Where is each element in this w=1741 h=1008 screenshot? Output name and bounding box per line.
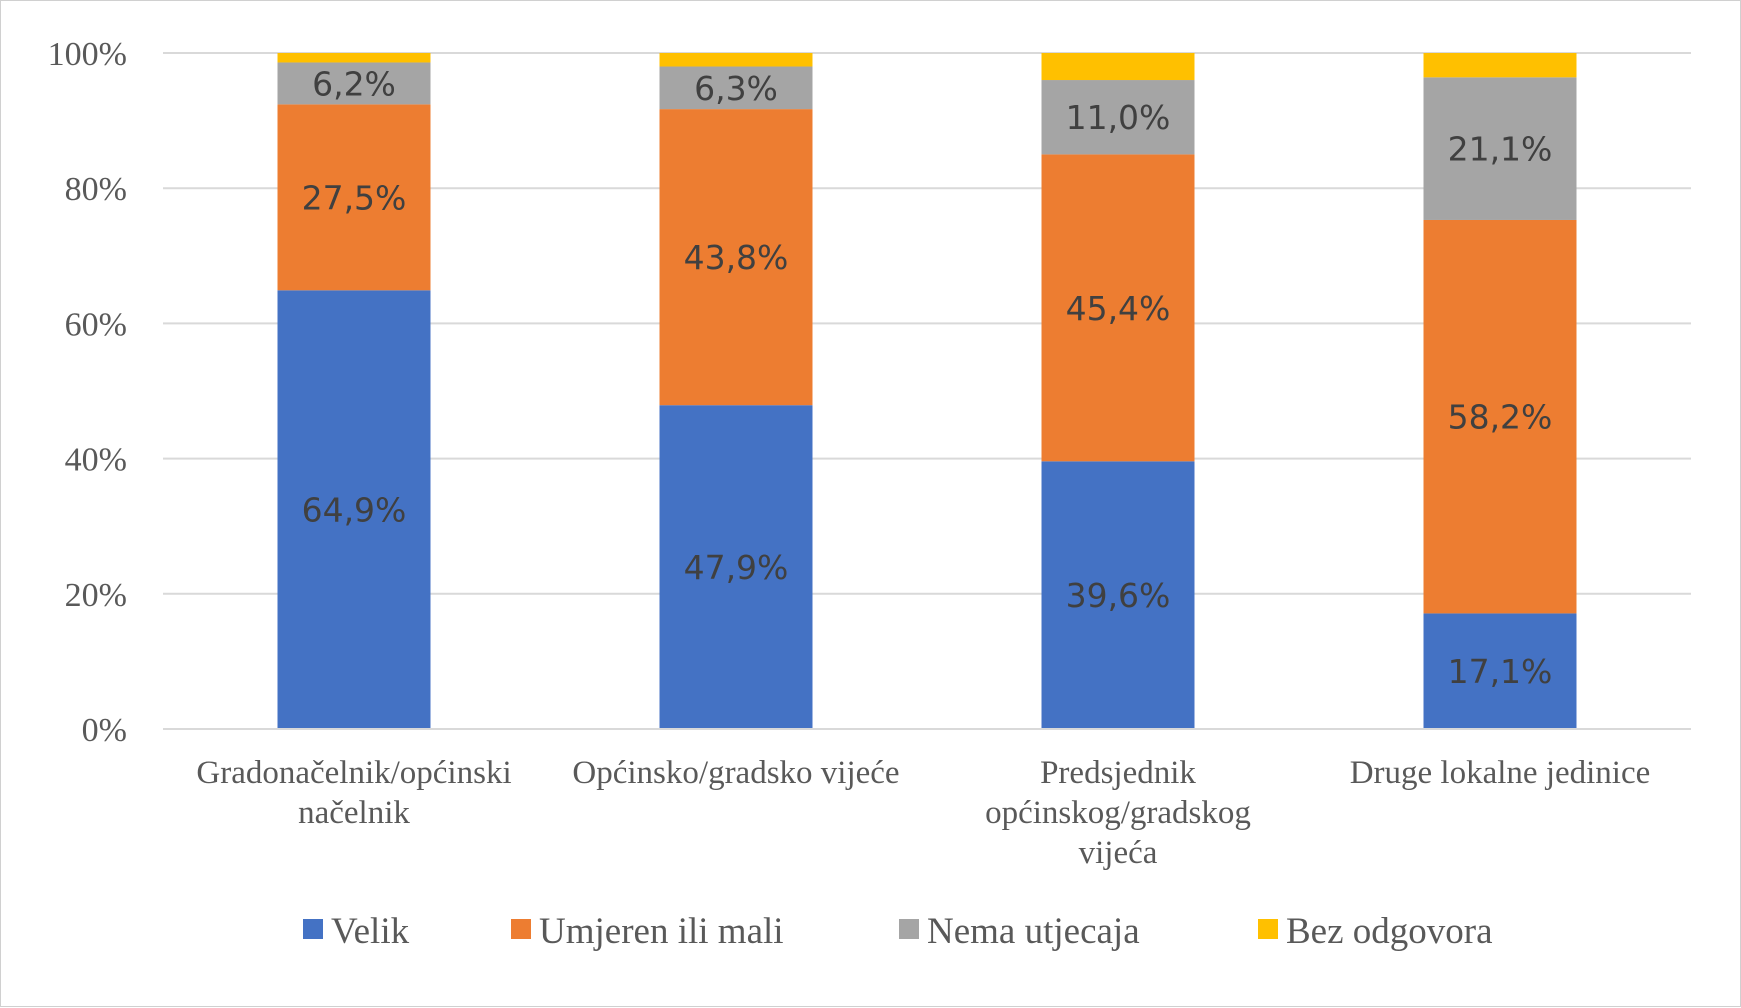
y-tick-label: 20% (65, 577, 127, 614)
bar-segment-bez-odgovora (277, 53, 431, 63)
legend-item: Nema utjecaja (899, 911, 1140, 952)
bar-segment-bez-odgovora (1423, 53, 1577, 78)
bar-segment-umjeren-ili-mali (277, 104, 431, 291)
data-label: 43,8% (684, 238, 789, 277)
legend-swatch (303, 919, 323, 939)
bar-segment-nema-utjecaja (277, 62, 431, 105)
x-axis: Gradonačelnik/općinski načelnik Općinsko/g… (163, 728, 1691, 871)
legend: Velik Umjeren ili mali Nema utjecaja Bez od… (303, 911, 1493, 952)
data-label: 58,2% (1448, 398, 1553, 437)
x-category-label: Druge lokalne jedinice (1350, 755, 1651, 791)
legend-label: Bez odgovora (1286, 911, 1493, 952)
bar-segment-nema-utjecaja (1041, 80, 1195, 155)
bar-segment-velik (659, 405, 813, 729)
data-label: 11,0% (1066, 98, 1171, 137)
legend-label: Velik (331, 911, 410, 952)
x-category-label: Predsjednik općinskog/gradskog vijeća (985, 755, 1251, 871)
y-tick-label: 60% (65, 306, 127, 343)
data-label: 45,4% (1066, 289, 1171, 328)
data-label: 27,5% (302, 178, 407, 217)
x-category-label: Općinsko/gradsko vijeće (572, 755, 899, 791)
legend-swatch (1258, 919, 1278, 939)
data-label: 6,3% (694, 69, 778, 108)
data-label: 39,6% (1066, 576, 1171, 615)
bar-segment-bez-odgovora (1041, 53, 1195, 81)
legend-item: Velik (303, 911, 410, 952)
legend-swatch (511, 919, 531, 939)
y-tick-label: 100% (48, 36, 127, 73)
bar-segment-umjeren-ili-mali (659, 109, 813, 406)
legend-label: Umjeren ili mali (539, 911, 784, 952)
data-label: 64,9% (302, 491, 407, 530)
bar-segment-velik (1423, 613, 1577, 729)
bar-segment-nema-utjecaja (659, 66, 813, 110)
y-axis: 0% 20% 40% 60% 80% 100% (48, 36, 127, 749)
y-tick-label: 0% (82, 712, 127, 749)
data-label: 17,1% (1448, 652, 1553, 691)
bar-segment-umjeren-ili-mali (1423, 219, 1577, 614)
bars: 64,9% 27,5% 6,2% 47,9% 43,8% 6,3% 39,6% 45,4% 11… (277, 53, 1577, 729)
legend-item: Bez odgovora (1258, 911, 1493, 952)
bar-segment-velik (1041, 461, 1195, 729)
bar-segment-nema-utjecaja (1423, 77, 1577, 220)
data-label: 21,1% (1448, 130, 1553, 169)
y-tick-label: 80% (65, 171, 127, 208)
bar-segment-velik (277, 290, 431, 729)
data-label: 6,2% (312, 64, 396, 103)
x-category-label: Gradonačelnik/općinski načelnik (196, 755, 511, 831)
bar-segment-bez-odgovora (659, 53, 813, 67)
data-label: 47,9% (684, 548, 789, 587)
legend-swatch (899, 919, 919, 939)
y-tick-label: 40% (65, 442, 127, 479)
legend-item: Umjeren ili mali (511, 911, 784, 952)
legend-label: Nema utjecaja (927, 911, 1140, 952)
bar-segment-umjeren-ili-mali (1041, 154, 1195, 462)
